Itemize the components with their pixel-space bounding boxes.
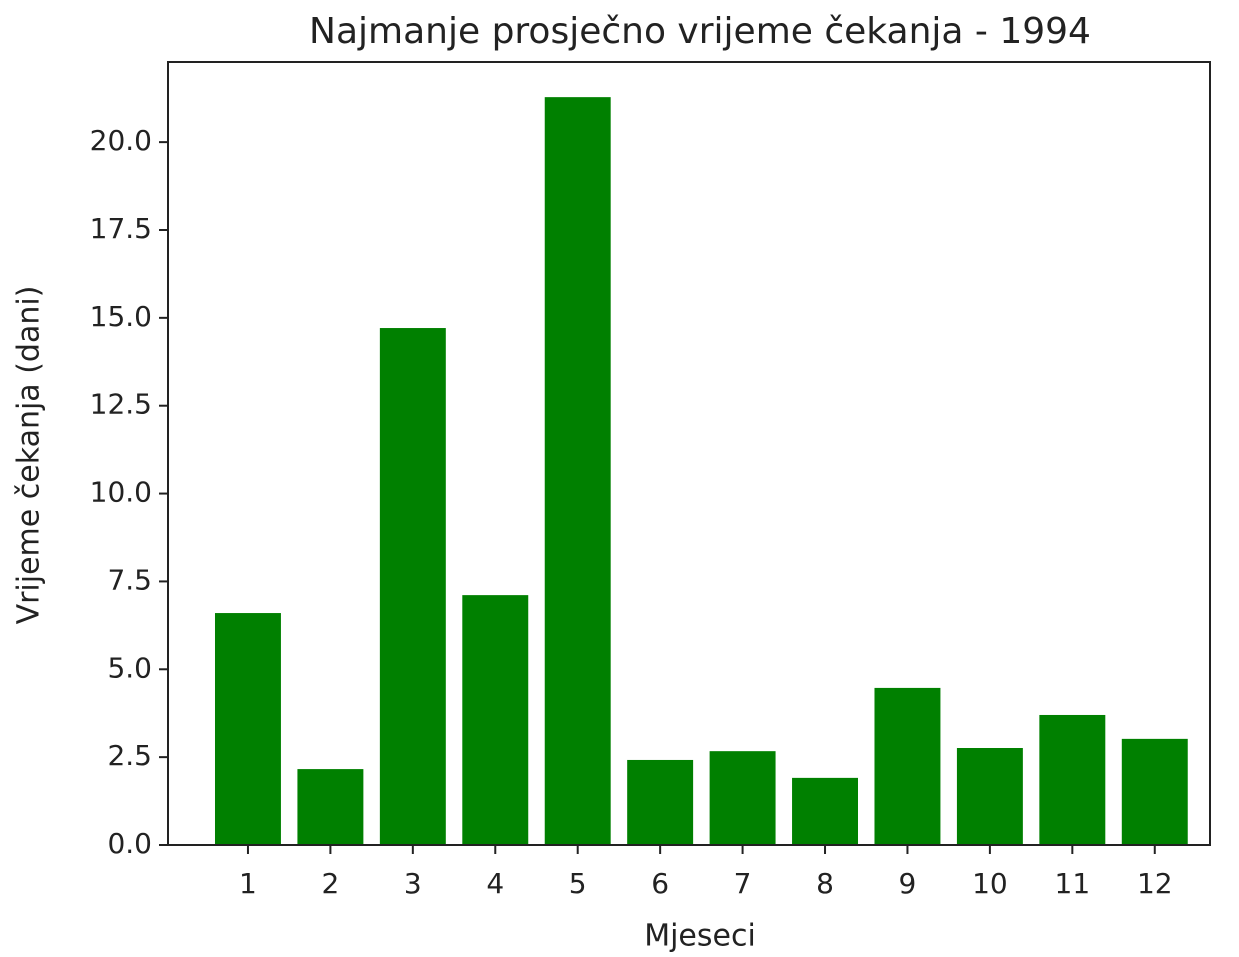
y-tick-label: 5.0 [107, 651, 152, 684]
bar [379, 328, 446, 846]
bar [544, 97, 611, 846]
x-tick-label: 8 [816, 867, 834, 900]
x-tick-label: 7 [734, 867, 752, 900]
y-tick-label: 20.0 [90, 124, 152, 157]
x-tick-label: 6 [651, 867, 669, 900]
y-tick-label: 0.0 [107, 827, 152, 860]
bar [1039, 714, 1106, 845]
bar [792, 777, 858, 845]
bar [956, 748, 1023, 845]
y-tick-label: 10.0 [90, 476, 152, 509]
x-tick-label: 5 [569, 867, 587, 900]
x-axis-label: Mjeseci [644, 919, 756, 954]
y-tick-label: 12.5 [90, 388, 152, 421]
bar [297, 769, 364, 845]
x-tick-label: 4 [486, 867, 504, 900]
y-tick-label: 15.0 [90, 300, 152, 333]
x-tick-label: 10 [972, 867, 1008, 900]
x-tick-label: 12 [1137, 867, 1173, 900]
y-axis-label: Vrijeme čekanja (dani) [12, 286, 47, 625]
x-tick-label: 1 [239, 867, 257, 900]
bar [709, 751, 776, 845]
x-tick-label: 9 [899, 867, 917, 900]
bar [627, 759, 694, 845]
x-tick-label: 2 [321, 867, 339, 900]
plot-frame [167, 61, 1211, 846]
bar [214, 613, 281, 845]
bar [874, 687, 941, 845]
x-tick-label: 3 [404, 867, 422, 900]
y-tick-label: 2.5 [107, 739, 152, 772]
bar [462, 595, 529, 845]
y-tick-label: 7.5 [107, 563, 152, 596]
y-tick-label: 17.5 [90, 212, 152, 245]
bar [1121, 738, 1188, 845]
chart-title: Najmanje prosječno vrijeme čekanja - 199… [309, 11, 1091, 52]
x-tick-label: 11 [1055, 867, 1091, 900]
